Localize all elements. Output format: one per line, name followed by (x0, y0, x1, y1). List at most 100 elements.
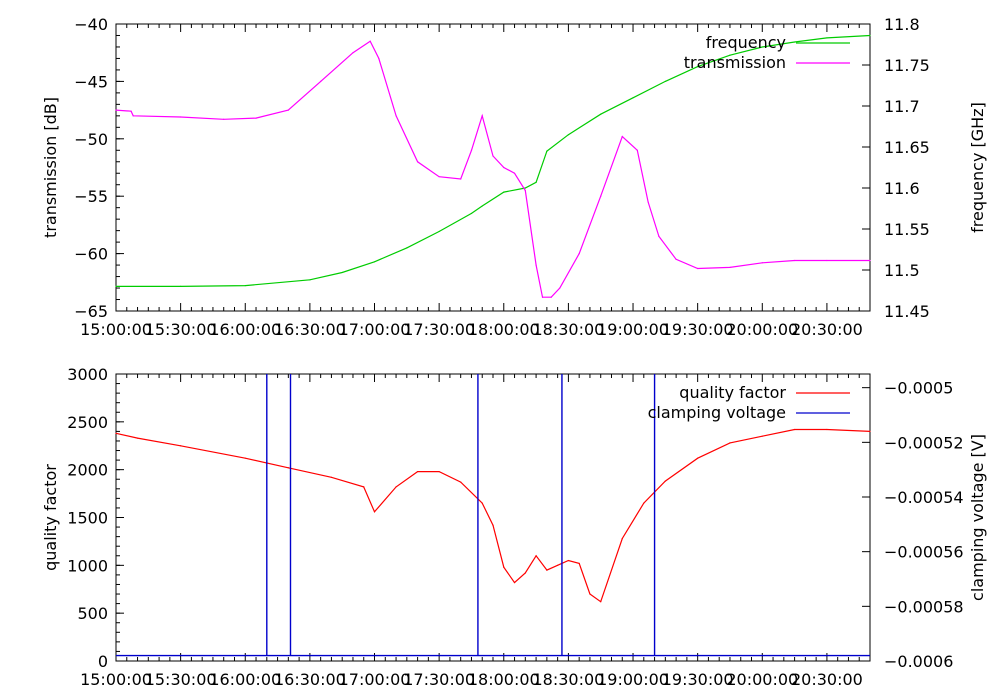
data-point-transmission (369, 40, 371, 42)
data-point-transmission (578, 253, 580, 255)
x-tick-label: 20:30:00 (791, 320, 863, 339)
legend-label: transmission (684, 53, 786, 72)
data-point-transmission (352, 52, 354, 54)
x-tick-label: 17:00:00 (339, 320, 411, 339)
data-point-transmission (729, 266, 731, 268)
data-point-frequency (664, 80, 666, 82)
y2-tick-label: 11.55 (884, 220, 930, 239)
legend-label: frequency (706, 33, 786, 52)
data-point-quality-factor (643, 502, 645, 504)
data-point-transmission (697, 267, 699, 270)
data-point-transmission (503, 166, 505, 169)
data-point-transmission (761, 262, 763, 264)
x-tick-label: 15:00:00 (80, 670, 152, 689)
y2-tick-label: 11.65 (884, 138, 930, 157)
data-point-frequency (567, 134, 570, 136)
y-tick-label: 2500 (67, 413, 108, 432)
data-point-quality-factor (729, 442, 731, 444)
y-tick-label: 1500 (67, 509, 108, 528)
y2-tick-label: 11.7 (884, 97, 920, 116)
data-point-frequency (826, 37, 828, 39)
series-line-frequency (116, 34, 871, 287)
data-point-frequency (503, 191, 505, 193)
y2-tick-label: −0.00058 (884, 597, 964, 616)
data-point-transmission (417, 161, 419, 163)
y-tick-label: 500 (77, 604, 108, 623)
series-line-quality-factor (115, 428, 871, 603)
data-point-transmission (826, 259, 828, 262)
data-point-transmission (395, 115, 397, 117)
data-point-transmission (460, 178, 462, 180)
x-tick-label: 15:00:00 (80, 320, 152, 339)
data-point-transmission (115, 109, 117, 111)
data-point-frequency (535, 181, 537, 183)
legend-label: clamping voltage (648, 403, 786, 422)
data-point-quality-factor (578, 562, 580, 565)
data-point-transmission (223, 118, 225, 120)
y2-axis-label: clamping voltage [V] (968, 434, 987, 601)
data-point-transmission (180, 116, 182, 118)
x-tick-label: 16:30:00 (274, 670, 346, 689)
data-point-quality-factor (524, 572, 526, 574)
data-point-frequency (729, 54, 731, 56)
y-axis-label: quality factor (41, 464, 60, 571)
data-point-transmission (320, 80, 322, 82)
data-point-quality-factor (794, 428, 796, 431)
data-point-frequency (697, 66, 699, 68)
data-point-quality-factor (557, 564, 559, 566)
data-point-transmission (621, 135, 623, 138)
y-tick-label: 2000 (67, 461, 108, 480)
series-line-transmission (115, 40, 870, 298)
x-tick-label: 19:30:00 (662, 670, 734, 689)
data-point-quality-factor (373, 511, 376, 513)
data-point-quality-factor (826, 428, 828, 431)
x-tick-label: 19:00:00 (597, 670, 669, 689)
data-point-transmission (470, 149, 473, 151)
data-point-quality-factor (180, 445, 182, 447)
data-point-quality-factor (664, 480, 666, 482)
x-tick-label: 20:00:00 (726, 670, 798, 689)
y-tick-label: −50 (74, 130, 108, 149)
x-tick-label: 16:30:00 (274, 320, 346, 339)
y2-tick-label: 11.5 (884, 261, 920, 280)
data-point-quality-factor (869, 430, 871, 432)
x-tick-label: 18:30:00 (532, 670, 604, 689)
data-point-quality-factor (600, 601, 602, 603)
data-point-transmission (535, 264, 537, 266)
data-point-quality-factor (460, 481, 462, 483)
y2-tick-label: 11.75 (884, 56, 930, 75)
data-point-transmission (513, 172, 516, 174)
data-point-quality-factor (115, 432, 117, 434)
data-point-frequency (373, 261, 376, 263)
data-point-transmission (378, 57, 380, 60)
data-point-transmission (550, 296, 552, 298)
data-point-quality-factor (287, 467, 289, 469)
data-point-frequency (761, 46, 763, 48)
data-point-quality-factor (481, 502, 483, 504)
data-point-transmission (524, 189, 526, 192)
data-point-transmission (600, 195, 602, 197)
data-point-transmission (481, 115, 483, 117)
data-point-transmission (559, 287, 561, 289)
y2-tick-label: −0.0005 (884, 379, 953, 398)
data-point-quality-factor (621, 537, 623, 540)
data-point-transmission (130, 110, 132, 112)
data-point-frequency (438, 230, 440, 233)
y-tick-label: −55 (74, 187, 108, 206)
data-point-frequency (546, 150, 548, 152)
y2-axis-label: frequency [GHz] (968, 102, 987, 233)
data-point-transmission (658, 235, 660, 237)
data-point-frequency (309, 279, 311, 281)
data-point-frequency (869, 34, 871, 37)
x-tick-label: 17:30:00 (403, 670, 475, 689)
y2-tick-label: 11.6 (884, 179, 920, 198)
data-point-transmission (255, 117, 257, 119)
data-point-frequency (481, 205, 483, 207)
y2-tick-label: 11.8 (884, 15, 920, 34)
data-point-quality-factor (136, 437, 139, 439)
data-point-quality-factor (697, 457, 699, 459)
x-tick-label: 15:30:00 (145, 670, 217, 689)
y2-tick-label: −0.00054 (884, 488, 964, 507)
y-tick-label: 3000 (67, 365, 108, 384)
x-tick-label: 17:30:00 (403, 320, 475, 339)
